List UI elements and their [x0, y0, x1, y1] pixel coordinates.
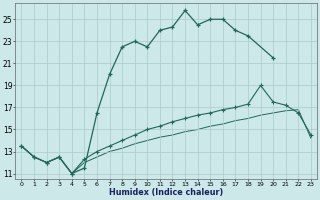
X-axis label: Humidex (Indice chaleur): Humidex (Indice chaleur) — [109, 188, 223, 197]
